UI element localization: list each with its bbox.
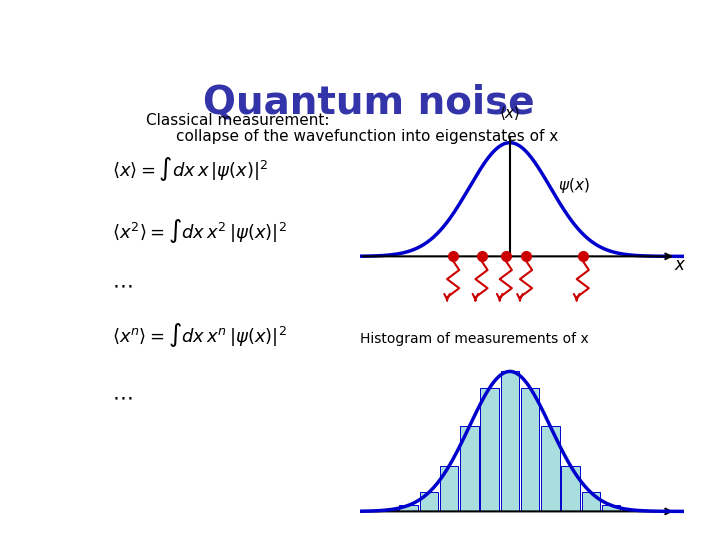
Bar xyxy=(521,388,539,511)
Bar xyxy=(562,466,580,511)
Bar xyxy=(460,427,479,511)
Text: $\cdots$: $\cdots$ xyxy=(112,387,132,408)
Text: Classical measurement:: Classical measurement: xyxy=(145,113,329,127)
Text: $x$: $x$ xyxy=(674,256,686,274)
Bar xyxy=(500,372,519,511)
Bar xyxy=(379,510,397,511)
Bar xyxy=(622,510,641,511)
Text: $\cdots$: $\cdots$ xyxy=(112,275,132,295)
Text: $\langle x^n \rangle = \int dx\, x^n\, |\psi(x)|^2$: $\langle x^n \rangle = \int dx\, x^n\, |… xyxy=(112,321,287,349)
Bar xyxy=(440,466,459,511)
Text: Quantum noise: Quantum noise xyxy=(203,84,535,122)
Text: $\psi(x)$: $\psi(x)$ xyxy=(559,177,590,195)
Text: $\langle x \rangle = \int dx\, x\, |\psi(x)|^2$: $\langle x \rangle = \int dx\, x\, |\psi… xyxy=(112,155,269,183)
Bar xyxy=(541,427,559,511)
Text: Histogram of measurements of x: Histogram of measurements of x xyxy=(360,332,589,346)
Text: $\langle x \rangle$: $\langle x \rangle$ xyxy=(499,104,521,122)
Text: $\langle x^2 \rangle = \int dx\, x^2\, |\psi(x)|^2$: $\langle x^2 \rangle = \int dx\, x^2\, |… xyxy=(112,217,287,245)
Text: collapse of the wavefunction into eigenstates of x: collapse of the wavefunction into eigens… xyxy=(176,129,559,144)
Bar xyxy=(480,388,499,511)
Bar xyxy=(582,492,600,511)
Bar xyxy=(420,492,438,511)
Bar xyxy=(400,505,418,511)
Bar xyxy=(602,505,621,511)
